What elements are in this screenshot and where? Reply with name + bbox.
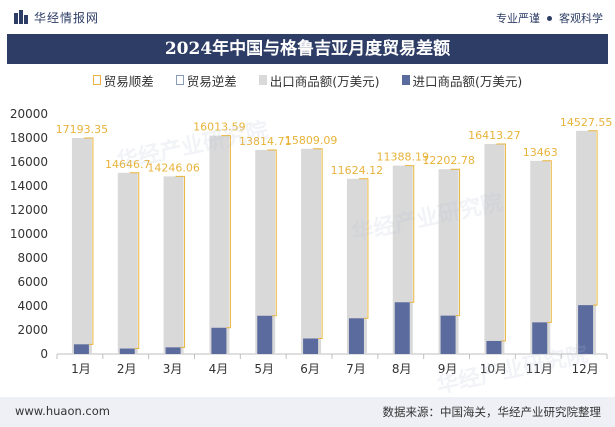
x-tick-label: 12月: [571, 362, 598, 376]
legend-item-export[interactable]: 出口商品额(万美元): [258, 70, 380, 90]
y-tick-label: 14000: [10, 179, 48, 193]
legend-swatch-surplus: [92, 75, 101, 85]
legend-label-import: 进口商品额(万美元): [412, 73, 523, 89]
surplus-bracket: [83, 137, 94, 345]
x-tick-label: 9月: [438, 362, 458, 376]
import-bar: [440, 315, 456, 354]
chart-legend: 贸易顺差 贸易逆差 出口商品额(万美元) 进口商品额(万美元): [0, 70, 615, 90]
surplus-data-label: 11388.19: [377, 151, 430, 164]
legend-item-surplus[interactable]: 贸易顺差: [92, 70, 154, 90]
surplus-bracket: [221, 135, 231, 329]
surplus-bracket: [588, 130, 598, 306]
legend-label-surplus: 贸易顺差: [103, 73, 154, 89]
x-tick-label: 3月: [163, 362, 183, 376]
export-bar: [346, 178, 367, 354]
y-tick-label: 6000: [17, 275, 48, 289]
surplus-bracket: [450, 168, 461, 317]
surplus-data-label: 16013.59: [193, 121, 246, 134]
y-tick-label: 2000: [17, 323, 48, 337]
legend-swatch-deficit: [175, 75, 184, 85]
import-bar: [257, 315, 273, 354]
export-bar: [163, 176, 184, 354]
x-tick-label: 10月: [480, 362, 507, 376]
export-bar: [576, 130, 597, 354]
logo-icon: [14, 10, 28, 24]
surplus-data-label: 17193.35: [56, 123, 109, 136]
x-tick-label: 4月: [209, 362, 229, 376]
surplus-bracket: [129, 172, 140, 350]
export-bar: [117, 172, 138, 354]
export-bar: [255, 150, 276, 354]
surplus-data-label: 13463: [523, 146, 558, 159]
export-bar: [209, 135, 230, 354]
website-link[interactable]: www.huaon.com: [15, 404, 110, 418]
export-bar: [438, 169, 459, 354]
surplus-bracket: [542, 160, 552, 323]
export-bar: [71, 138, 92, 354]
import-bar: [532, 322, 548, 354]
surplus-bracket: [175, 175, 186, 348]
import-bar: [73, 344, 89, 354]
x-tick-label: 1月: [71, 362, 91, 376]
y-tick-label: 16000: [10, 155, 48, 169]
brand-name: 华经情报网: [34, 10, 100, 25]
surplus-bracket: [496, 143, 506, 342]
import-bar: [348, 318, 364, 354]
surplus-data-label: 12202.78: [422, 154, 475, 167]
dot-icon: [547, 15, 552, 21]
surplus-bracket: [358, 178, 369, 319]
y-tick-label: 20000: [10, 107, 48, 121]
footer-bar: www.huaon.com 数据来源：中国海关，华经产业研究院整理: [0, 397, 615, 427]
brand-logo[interactable]: 华经情报网: [14, 9, 99, 25]
y-tick-label: 0: [40, 347, 48, 361]
legend-swatch-export: [258, 75, 267, 85]
import-bar: [165, 347, 181, 354]
surplus-data-label: 16413.27: [468, 129, 521, 142]
x-tick-label: 11月: [526, 362, 553, 376]
surplus-data-label: 14246.06: [147, 161, 200, 174]
tagline: 专业严谨 客观科学: [496, 10, 603, 26]
legend-label-export: 出口商品额(万美元): [269, 73, 380, 89]
x-tick-label: 8月: [392, 362, 412, 376]
import-bar: [119, 348, 135, 354]
x-tick-label: 5月: [254, 362, 274, 376]
import-bar: [303, 338, 319, 354]
chart-title: 2024年中国与格鲁吉亚月度贸易差额: [164, 39, 451, 59]
header-bar: 华经情报网 专业严谨 客观科学: [0, 0, 615, 34]
legend-item-deficit[interactable]: 贸易逆差: [175, 70, 237, 90]
x-tick-label: 6月: [300, 362, 320, 376]
tagline-2: 客观科学: [559, 12, 603, 25]
surplus-data-label: 14646.7: [105, 158, 151, 171]
title-bar: 2024年中国与格鲁吉亚月度贸易差额: [7, 34, 608, 64]
export-bar: [530, 160, 551, 354]
import-bar: [211, 327, 227, 354]
y-tick-label: 18000: [10, 131, 48, 145]
x-tick-label: 2月: [117, 362, 137, 376]
surplus-data-label: 11624.12: [331, 164, 384, 177]
import-bar: [578, 305, 594, 354]
surplus-data-label: 14527.55: [560, 116, 613, 129]
surplus-bracket: [404, 165, 415, 303]
legend-label-deficit: 贸易逆差: [186, 73, 237, 89]
y-tick-label: 10000: [10, 227, 48, 241]
legend-swatch-import: [401, 75, 410, 85]
surplus-bracket: [313, 148, 323, 340]
export-bar: [484, 144, 505, 354]
y-tick-label: 12000: [10, 203, 48, 217]
y-tick-label: 8000: [17, 251, 48, 265]
surplus-bracket: [267, 149, 277, 317]
y-tick-label: 4000: [17, 299, 48, 313]
tagline-1: 专业严谨: [496, 12, 540, 25]
import-bar: [394, 302, 410, 354]
surplus-data-label: 15809.09: [285, 134, 338, 147]
x-tick-label: 7月: [346, 362, 366, 376]
export-bar: [301, 148, 322, 354]
surplus-data-label: 13814.71: [239, 135, 292, 148]
bar-chart: 0 2000 4000 6000 8000 10000 12000 14000 16000 180…: [10, 107, 613, 376]
import-bar: [486, 340, 502, 354]
data-source: 数据来源：中国海关，华经产业研究院整理: [382, 405, 602, 419]
legend-item-import[interactable]: 进口商品额(万美元): [401, 70, 523, 90]
